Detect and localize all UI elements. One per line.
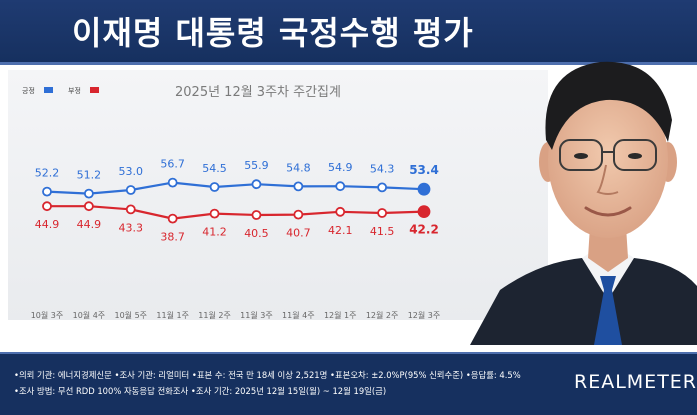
data-point — [293, 209, 304, 220]
x-tick-label: 12월 3주 — [408, 310, 441, 320]
data-label: 40.7 — [286, 227, 311, 240]
data-point — [417, 182, 431, 196]
x-tick-label: 11월 2주 — [198, 310, 231, 320]
data-label: 54.3 — [370, 162, 395, 175]
survey-method-line2: •조사 방법: 무선 RDD 100% 자동응답 전화조사 •조사 기간: 20… — [14, 386, 387, 396]
data-point — [83, 201, 94, 212]
data-point — [42, 201, 52, 212]
data-label: 44.9 — [77, 218, 102, 231]
data-label: 54.9 — [328, 161, 353, 174]
data-label: 54.5 — [202, 162, 227, 175]
data-label: 53.4 — [409, 163, 439, 177]
data-label: 52.2 — [35, 167, 60, 180]
series-line-0 — [46, 181, 425, 195]
data-point — [251, 179, 262, 190]
x-tick-label: 11월 3주 — [240, 310, 273, 320]
data-point — [377, 182, 388, 193]
x-tick-label: 10월 4주 — [73, 310, 106, 320]
chart-title: 2025년 12월 3주차 주간집계 — [175, 85, 341, 100]
title-bar: 이재명 대통령 국정수행 평가 — [0, 0, 697, 62]
footer-divider — [0, 352, 697, 354]
data-point — [251, 210, 262, 220]
data-label: 51.2 — [77, 169, 102, 182]
x-tick-label: 10월 3주 — [31, 310, 64, 320]
data-point — [83, 188, 94, 199]
legend-swatch-1 — [90, 87, 99, 93]
x-tick-label: 10월 5주 — [115, 310, 148, 320]
x-tick-label: 11월 4주 — [282, 310, 315, 320]
data-label: 53.0 — [119, 165, 144, 178]
data-point — [335, 206, 346, 217]
data-point — [377, 208, 388, 218]
data-point — [335, 181, 346, 192]
data-label: 56.7 — [160, 158, 185, 171]
data-point — [209, 182, 220, 192]
data-point — [167, 213, 178, 224]
data-label: 55.9 — [244, 159, 269, 172]
data-label: 54.8 — [286, 161, 311, 174]
survey-method-line1: •의뢰 기관: 에너지경제신문 •조사 기관: 리얼미터 •표본 수: 전국 만… — [14, 370, 521, 380]
data-label: 41.2 — [202, 226, 227, 239]
data-label: 42.1 — [328, 224, 353, 237]
data-label: 40.5 — [244, 227, 269, 240]
data-label: 41.5 — [370, 225, 395, 238]
x-tick-label: 11월 1주 — [156, 310, 189, 320]
title-underline — [0, 62, 697, 65]
data-label: 38.7 — [160, 231, 185, 244]
data-point — [167, 177, 178, 188]
page-title: 이재명 대통령 국정수행 평가 — [72, 14, 474, 52]
data-label: 43.3 — [119, 221, 144, 234]
x-tick-label: 12월 1주 — [324, 310, 357, 320]
brand-logo: REALMETER — [574, 371, 697, 393]
legend-label-1: 부정 — [68, 86, 81, 95]
chart-background — [8, 70, 548, 320]
data-label: 42.2 — [409, 223, 439, 237]
data-point — [209, 208, 220, 219]
footer-panel — [0, 352, 697, 415]
data-label: 44.9 — [35, 218, 60, 231]
legend-label-0: 긍정 — [22, 86, 35, 95]
data-point — [125, 185, 136, 195]
data-point — [417, 205, 431, 219]
x-tick-label: 12월 2주 — [366, 310, 399, 320]
series-line-1 — [47, 205, 425, 220]
data-point — [293, 181, 304, 192]
data-point — [125, 204, 136, 215]
legend-swatch-0 — [44, 87, 53, 93]
data-point — [42, 186, 52, 197]
